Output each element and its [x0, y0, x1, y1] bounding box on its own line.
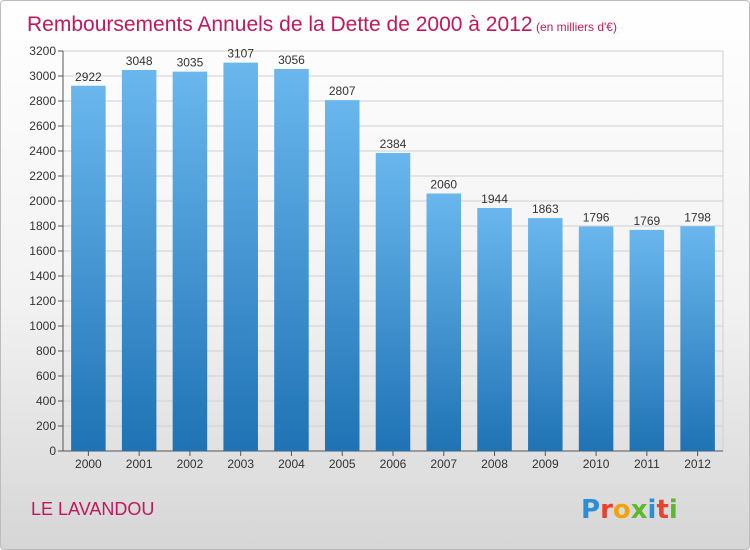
data-label-2000: 2922	[75, 70, 102, 84]
bar-2004	[274, 69, 309, 451]
x-tick-label-2005: 2005	[329, 457, 356, 471]
data-label-2010: 1796	[583, 211, 610, 225]
logo-letter: i	[648, 495, 657, 525]
x-tick-label-2004: 2004	[278, 457, 305, 471]
x-tick-label-2000: 2000	[75, 457, 102, 471]
logo-letter: i	[669, 495, 678, 525]
bar-2006	[375, 153, 411, 451]
bar-2002	[172, 71, 208, 451]
bar-2001	[121, 70, 157, 451]
chart-subtitle: (en milliers d'€)	[536, 20, 617, 34]
bar-2005	[324, 100, 360, 451]
bar-2012	[680, 226, 715, 451]
y-tick-label: 1600	[29, 244, 56, 258]
data-label-2004: 3056	[278, 53, 305, 67]
bar-2009	[528, 218, 563, 451]
y-tick-label: 800	[36, 344, 56, 358]
brand-logo-text: Proxiti	[581, 495, 678, 525]
x-tick-label-2007: 2007	[430, 457, 457, 471]
x-tick-label-2002: 2002	[177, 457, 204, 471]
y-tick-label: 400	[36, 394, 56, 408]
logo-letter: x	[631, 495, 648, 525]
logo-letter: r	[600, 495, 613, 525]
x-tick-label-2011: 2011	[634, 457, 660, 471]
y-tick-label: 200	[36, 419, 56, 433]
bar-2000	[71, 85, 106, 451]
y-tick-label: 2000	[29, 194, 56, 208]
location-label: LE LAVANDOU	[31, 499, 154, 519]
logo-letter: o	[613, 495, 631, 525]
logo-letter: P	[581, 495, 600, 525]
x-tick-label-2012: 2012	[684, 457, 711, 471]
y-tick-label: 3000	[29, 69, 56, 83]
y-tick-label: 0	[49, 444, 56, 458]
y-tick-label: 600	[36, 369, 56, 383]
y-tick-label: 1200	[29, 294, 56, 308]
data-label-2005: 2807	[329, 84, 356, 98]
data-label-2007: 2060	[430, 178, 457, 192]
y-tick-label: 1800	[29, 219, 56, 233]
x-tick-label-2008: 2008	[481, 457, 508, 471]
x-tick-label-2006: 2006	[380, 457, 407, 471]
bar-2011	[629, 229, 665, 451]
y-tick-label: 1400	[29, 269, 56, 283]
data-label-2012: 1798	[684, 210, 711, 224]
y-tick-label: 2600	[29, 119, 56, 133]
y-tick-label: 2400	[29, 144, 56, 158]
bar-2008	[477, 208, 512, 451]
x-tick-label-2003: 2003	[227, 457, 254, 471]
chart-title: Remboursements Annuels de la Dette de 20…	[27, 13, 533, 36]
x-tick-label-2009: 2009	[532, 457, 559, 471]
x-tick-label-2001: 2001	[126, 457, 153, 471]
data-label-2008: 1944	[481, 192, 508, 206]
data-label-2001: 3048	[126, 54, 153, 68]
bar-2007	[426, 193, 462, 451]
data-label-2011: 1769	[633, 214, 660, 228]
data-label-2002: 3035	[177, 56, 204, 70]
proxiti-logo: Proxiti	[581, 495, 678, 525]
y-tick-label: 2200	[29, 169, 56, 183]
x-tick-label-2010: 2010	[583, 457, 610, 471]
bar-2010	[578, 226, 614, 451]
bar-2003	[223, 62, 258, 451]
logo-letter: t	[656, 495, 668, 525]
y-tick-label: 2800	[29, 94, 56, 108]
y-tick-label: 3200	[29, 44, 56, 58]
data-label-2003: 3107	[227, 47, 254, 61]
y-tick-label: 1000	[29, 319, 56, 333]
data-label-2006: 2384	[380, 137, 407, 151]
data-label-2009: 1863	[532, 202, 559, 216]
